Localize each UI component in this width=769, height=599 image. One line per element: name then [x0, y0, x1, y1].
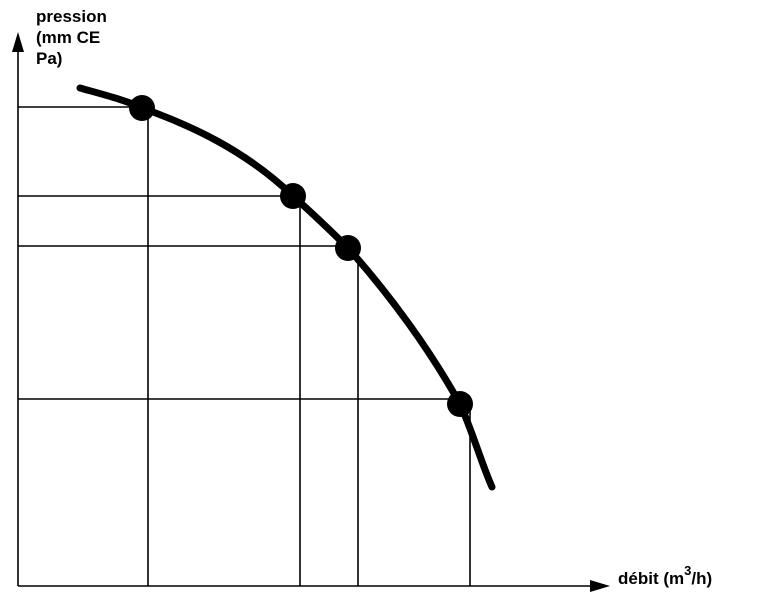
y-axis-label: pression: [36, 7, 107, 26]
operating-point: [280, 183, 306, 209]
x-axis-label-superscript: 3: [684, 563, 691, 578]
y-axis-arrow: [12, 32, 24, 52]
operating-point: [447, 391, 473, 417]
fan-curve: [76, 84, 496, 491]
operating-point: [335, 235, 361, 261]
y-axis-label: Pa): [36, 49, 62, 68]
y-axis-label: (mm CE: [36, 28, 100, 47]
x-axis-label-suffix: /h): [691, 569, 712, 588]
x-axis-label-text: débit (m: [618, 569, 684, 588]
x-axis-label: débit (m3/h): [618, 563, 712, 588]
x-axis-arrow: [590, 580, 610, 592]
operating-point: [129, 95, 155, 121]
